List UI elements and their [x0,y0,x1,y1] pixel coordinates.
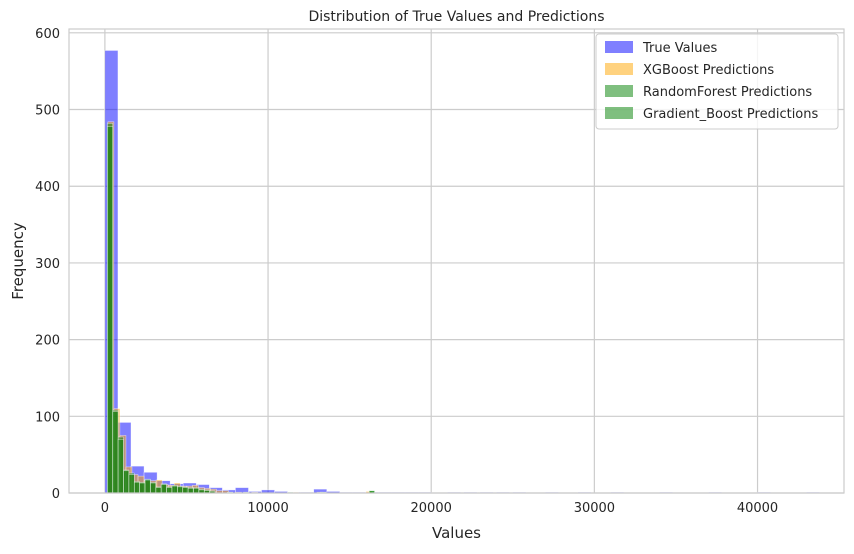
y-tick-label: 0 [52,487,60,502]
legend-swatch [605,85,633,97]
y-tick-label: 100 [35,410,60,425]
x-tick-label: 20000 [411,501,452,516]
y-tick-label: 600 [35,27,60,42]
legend-label: RandomForest Predictions [643,85,812,100]
tick-labels: 0 100 200 300 400 500 600 0 10000 20000 30000 40000 [35,27,778,516]
histogram-bar [123,470,130,494]
y-tick-label: 300 [35,257,60,272]
x-tick-label: 40000 [737,501,778,516]
histogram-bar [171,485,178,494]
histogram-bar [166,487,173,494]
histogram-bar [112,411,119,494]
legend-swatch [605,63,633,75]
chart-title: Distribution of True Values and Predicti… [308,9,604,25]
y-tick-label: 200 [35,334,60,349]
histogram-bar [128,474,135,494]
legend-label: True Values [642,41,717,56]
histogram-bar [177,486,184,494]
histogram-bar [193,488,200,494]
histogram-bar [144,479,151,494]
histogram-bar [160,484,167,494]
legend-swatch [605,107,633,119]
x-tick-label: 10000 [247,501,288,516]
y-tick-label: 400 [35,180,60,195]
histogram-bars [104,50,820,494]
histogram-bar [187,488,194,494]
histogram-bar [139,482,146,494]
histogram-bar [117,439,124,494]
histogram-bar [107,126,114,494]
legend: True Values XGBoost Predictions RandomFore… [595,33,839,130]
plot-frame [68,28,845,494]
legend-label: Gradient_Boost Predictions [643,107,818,122]
y-axis-label: Frequency [9,222,27,300]
x-axis-label: Values [432,524,481,542]
histogram-bar [182,487,189,494]
histogram-bar [150,482,157,494]
y-tick-label: 500 [35,104,60,119]
legend-frame [595,33,839,130]
x-tick-label: 0 [101,501,109,516]
histogram-bar [133,481,140,494]
legend-label: XGBoost Predictions [643,63,774,78]
legend-swatch [605,41,633,53]
x-tick-label: 30000 [574,501,615,516]
histogram-bar [155,487,162,494]
